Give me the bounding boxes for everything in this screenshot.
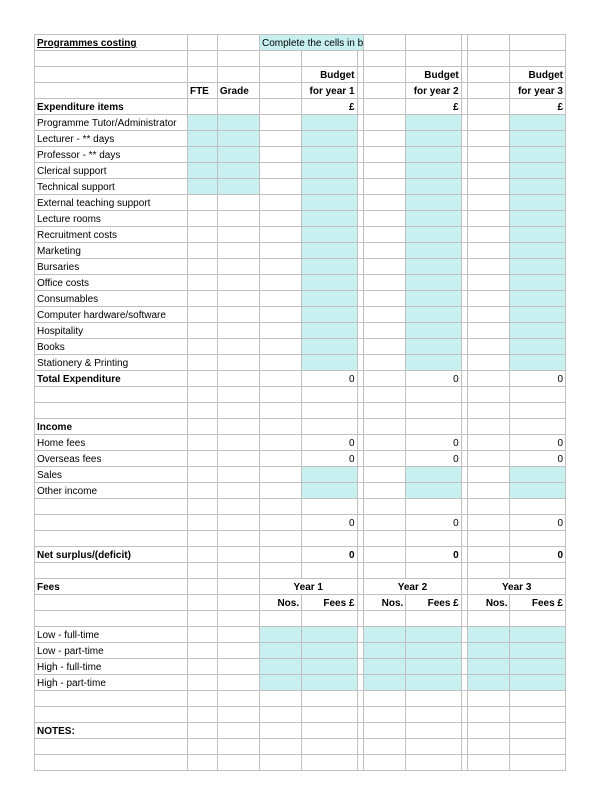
expenditure-label: Computer hardware/software <box>35 307 188 323</box>
budget-header-1: Budget <box>302 67 357 83</box>
expenditure-row: Technical support <box>35 179 566 195</box>
expenditure-heading: Expenditure items <box>35 99 188 115</box>
expenditure-row: Lecture rooms <box>35 211 566 227</box>
net-value: 0 <box>406 547 461 563</box>
expenditure-label: Bursaries <box>35 259 188 275</box>
expenditure-label: Lecturer - ** days <box>35 131 188 147</box>
pound-2: £ <box>406 99 461 115</box>
instruction-cell: Complete the cells in blue <box>260 35 364 51</box>
budget-input[interactable] <box>510 115 566 131</box>
expenditure-label: Stationery & Printing <box>35 355 188 371</box>
grade-input[interactable] <box>217 115 259 131</box>
nos-header: Nos. <box>364 595 406 611</box>
expenditure-label: Professor - ** days <box>35 147 188 163</box>
year3-label: Year 3 <box>468 579 566 595</box>
nos-header: Nos. <box>468 595 510 611</box>
expenditure-label: Consumables <box>35 291 188 307</box>
budget-header-3: Budget <box>510 67 566 83</box>
year1-header: for year 1 <box>302 83 357 99</box>
pound-3: £ <box>510 99 566 115</box>
income-label: Home fees <box>35 435 188 451</box>
fee-row: Low - part-time <box>35 643 566 659</box>
expenditure-row: Recruitment costs <box>35 227 566 243</box>
income-total-row: 000 <box>35 515 566 531</box>
fees-pound-header: Fees £ <box>510 595 566 611</box>
fees-header-row: Fees Year 1 Year 2 Year 3 <box>35 579 566 595</box>
budget-header-2: Budget <box>406 67 461 83</box>
net-value: 0 <box>510 547 566 563</box>
fee-label: High - full-time <box>35 659 188 675</box>
expenditure-row: Bursaries <box>35 259 566 275</box>
expenditure-row: Clerical support <box>35 163 566 179</box>
fee-row: High - full-time <box>35 659 566 675</box>
fees-subheader-row: Nos. Fees £ Nos. Fees £ Nos. Fees £ <box>35 595 566 611</box>
column-header-row: FTE Grade for year 1 for year 2 for year… <box>35 83 566 99</box>
fees-pound-header: Fees £ <box>302 595 357 611</box>
expenditure-row: Books <box>35 339 566 355</box>
expenditure-label: Office costs <box>35 275 188 291</box>
total-expenditure-row: Total Expenditure 0 0 0 <box>35 371 566 387</box>
expenditure-label: Programme Tutor/Administrator <box>35 115 188 131</box>
total-value: 0 <box>302 371 357 387</box>
expenditure-label: Lecture rooms <box>35 211 188 227</box>
budget-header-row: Budget Budget Budget <box>35 67 566 83</box>
year1-label: Year 1 <box>260 579 358 595</box>
net-surplus-row: Net surplus/(deficit) 0 0 0 <box>35 547 566 563</box>
expenditure-row: Lecturer - ** days <box>35 131 566 147</box>
income-label: Other income <box>35 483 188 499</box>
fee-label: Low - part-time <box>35 643 188 659</box>
expenditure-label: Marketing <box>35 243 188 259</box>
income-label: Overseas fees <box>35 451 188 467</box>
income-heading: Income <box>35 419 188 435</box>
expenditure-row: Professor - ** days <box>35 147 566 163</box>
expenditure-row: Stationery & Printing <box>35 355 566 371</box>
income-section-row: Income <box>35 419 566 435</box>
income-label: Sales <box>35 467 188 483</box>
year3-header: for year 3 <box>510 83 566 99</box>
net-label: Net surplus/(deficit) <box>35 547 188 563</box>
year2-header: for year 2 <box>406 83 461 99</box>
title-row: Programmes costing Complete the cells in… <box>35 35 566 51</box>
nos-header: Nos. <box>260 595 302 611</box>
income-row: Overseas fees000 <box>35 451 566 467</box>
income-row: Other income <box>35 483 566 499</box>
expenditure-label: Technical support <box>35 179 188 195</box>
fee-row: High - part-time <box>35 675 566 691</box>
expenditure-row: Consumables <box>35 291 566 307</box>
fte-input[interactable] <box>187 115 217 131</box>
notes-row: NOTES: <box>35 723 566 739</box>
fte-header: FTE <box>187 83 217 99</box>
income-row: Sales <box>35 467 566 483</box>
expenditure-row: Marketing <box>35 243 566 259</box>
expenditure-row: Programme Tutor/Administrator <box>35 115 566 131</box>
expenditure-row: External teaching support <box>35 195 566 211</box>
fees-pound-header: Fees £ <box>406 595 461 611</box>
grade-header: Grade <box>217 83 259 99</box>
expenditure-row: Computer hardware/software <box>35 307 566 323</box>
programmes-costing-table: Programmes costing Complete the cells in… <box>34 34 566 771</box>
expenditure-row: Office costs <box>35 275 566 291</box>
total-value: 0 <box>406 371 461 387</box>
notes-heading: NOTES: <box>35 723 188 739</box>
income-row: Home fees000 <box>35 435 566 451</box>
total-expenditure-label: Total Expenditure <box>35 371 188 387</box>
fee-row: Low - full-time <box>35 627 566 643</box>
expenditure-label: Recruitment costs <box>35 227 188 243</box>
fees-heading: Fees <box>35 579 188 595</box>
fee-label: Low - full-time <box>35 627 188 643</box>
year2-label: Year 2 <box>364 579 462 595</box>
page-title: Programmes costing <box>35 35 188 51</box>
expenditure-label: Books <box>35 339 188 355</box>
budget-input[interactable] <box>406 115 461 131</box>
expenditure-label: Clerical support <box>35 163 188 179</box>
total-value: 0 <box>510 371 566 387</box>
expenditure-section-row: Expenditure items £ £ £ <box>35 99 566 115</box>
expenditure-row: Hospitality <box>35 323 566 339</box>
expenditure-label: External teaching support <box>35 195 188 211</box>
pound-1: £ <box>302 99 357 115</box>
budget-input[interactable] <box>302 115 357 131</box>
net-value: 0 <box>302 547 357 563</box>
expenditure-label: Hospitality <box>35 323 188 339</box>
fee-label: High - part-time <box>35 675 188 691</box>
